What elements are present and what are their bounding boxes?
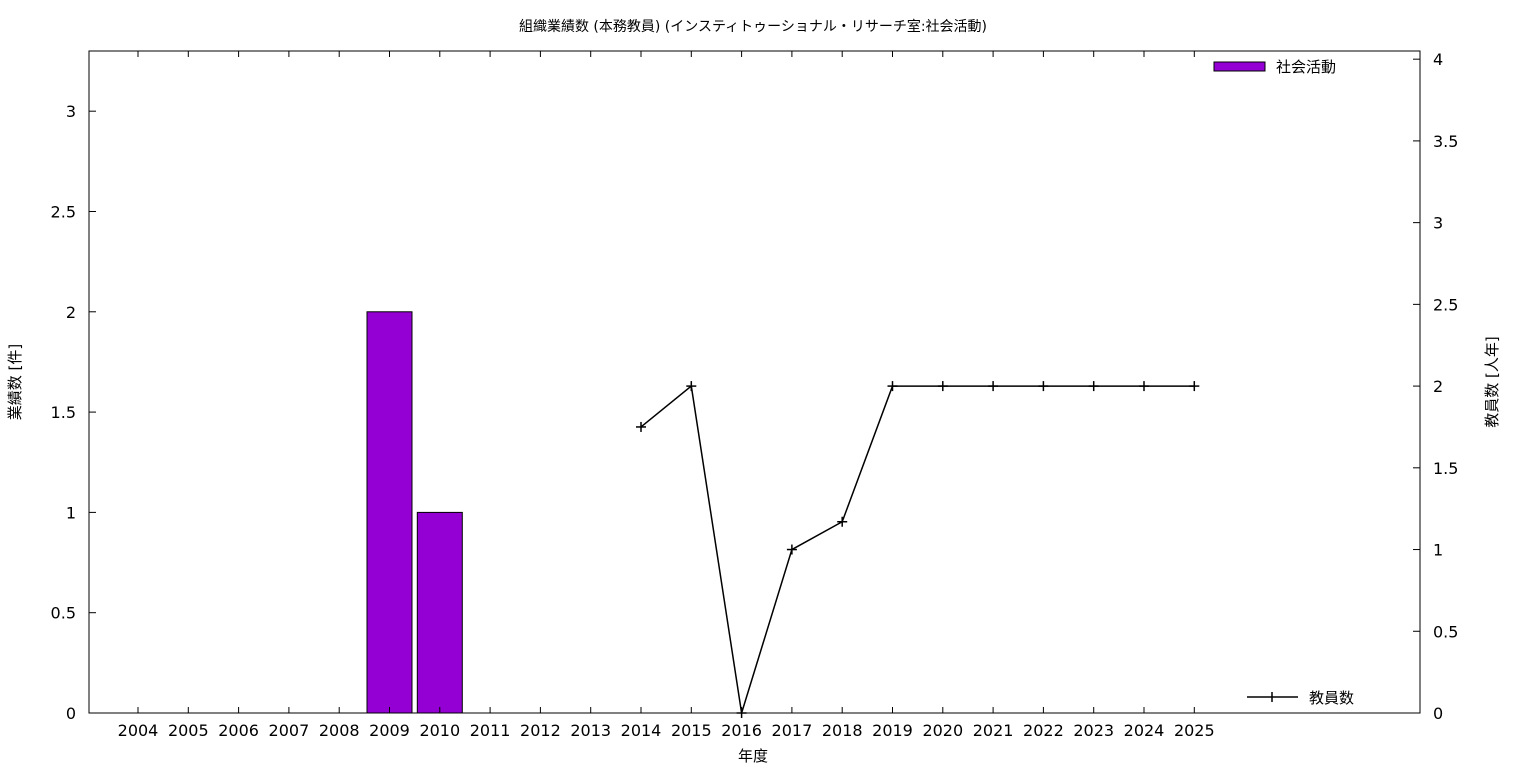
line-point bbox=[786, 544, 797, 555]
y2-tick-label: 1.5 bbox=[1433, 459, 1458, 478]
y2-tick-label: 2 bbox=[1433, 377, 1443, 396]
plot-frame bbox=[88, 50, 1421, 714]
line-point bbox=[887, 381, 898, 392]
x-tick-label: 2010 bbox=[419, 721, 460, 740]
x-tick-label: 2021 bbox=[973, 721, 1014, 740]
line-point bbox=[1189, 381, 1200, 392]
x-tick-label: 2004 bbox=[118, 721, 159, 740]
x-tick-label: 2013 bbox=[570, 721, 611, 740]
line-point bbox=[1139, 381, 1149, 392]
legend-bar: 社会活動 bbox=[1213, 58, 1336, 76]
legend-bar-label: 社会活動 bbox=[1276, 58, 1336, 76]
bar bbox=[366, 311, 413, 714]
x-tick-label: 2016 bbox=[721, 721, 762, 740]
y2-tick-label: 4 bbox=[1433, 50, 1443, 69]
x-tick-label: 2019 bbox=[872, 721, 913, 740]
y-axis-left: 0 0.5 1 1.5 2 2.5 3 bbox=[51, 102, 96, 723]
y-tick-label: 0 bbox=[66, 704, 76, 723]
line-point bbox=[1088, 381, 1099, 392]
x-tick-label: 2006 bbox=[218, 721, 259, 740]
x-tick-label: 2015 bbox=[671, 721, 712, 740]
line-point bbox=[988, 381, 999, 392]
legend-bar-swatch bbox=[1213, 61, 1266, 72]
y2-tick-label: 3 bbox=[1433, 214, 1443, 233]
y2-tick-label: 0.5 bbox=[1433, 622, 1458, 641]
legend-line-label: 教員数 bbox=[1309, 689, 1354, 707]
x-tick-label: 2024 bbox=[1124, 721, 1165, 740]
x-tick-label: 2023 bbox=[1073, 721, 1114, 740]
chart-title: 組織業績数 (本務教員) (インスティトゥーショナル・リサーチ室:社会活動) bbox=[519, 18, 987, 35]
y2-tick-label: 0 bbox=[1433, 704, 1443, 723]
y2-tick-label: 2.5 bbox=[1433, 295, 1458, 314]
y-tick-label: 2 bbox=[66, 303, 76, 322]
y-axis-right: 0 0.5 1 1.5 2 2.5 3 3.5 4 bbox=[1413, 50, 1458, 723]
x-tick-label: 2014 bbox=[621, 721, 662, 740]
bar bbox=[416, 511, 463, 714]
y2-tick-label: 1 bbox=[1433, 541, 1443, 560]
x-tick-label: 2009 bbox=[369, 721, 410, 740]
line-point bbox=[636, 421, 646, 432]
x-tick-label: 2025 bbox=[1174, 721, 1215, 740]
x-tick-label: 2022 bbox=[1023, 721, 1064, 740]
line-path bbox=[640, 384, 1195, 714]
x-axis-label: 年度 bbox=[738, 747, 768, 765]
legend-line: 教員数 bbox=[1247, 689, 1354, 707]
y-tick-label: 1 bbox=[66, 503, 76, 522]
y2-tick-label: 3.5 bbox=[1433, 132, 1458, 151]
line-point bbox=[937, 381, 948, 392]
x-axis: 2004 2005 2006 2007 2008 2009 2010 2011 2012 2013… bbox=[118, 51, 1215, 740]
y-tick-label: 1.5 bbox=[51, 403, 76, 422]
y2-axis-label: 教員数 [人年] bbox=[1483, 336, 1501, 427]
x-tick-label: 2018 bbox=[822, 721, 863, 740]
bar-series bbox=[366, 311, 463, 714]
line-series bbox=[636, 381, 1200, 718]
line-point bbox=[686, 381, 697, 392]
x-tick-label: 2007 bbox=[269, 721, 310, 740]
x-tick-label: 2020 bbox=[922, 721, 963, 740]
line-point bbox=[837, 516, 848, 527]
y-tick-label: 2.5 bbox=[51, 202, 76, 221]
y-tick-label: 3 bbox=[66, 102, 76, 121]
y-axis-label: 業績数 [件] bbox=[6, 344, 24, 420]
x-tick-label: 2017 bbox=[772, 721, 813, 740]
x-tick-label: 2008 bbox=[319, 721, 360, 740]
line-point bbox=[1038, 381, 1049, 392]
y-tick-label: 0.5 bbox=[51, 604, 76, 623]
x-tick-label: 2012 bbox=[520, 721, 561, 740]
x-tick-label: 2005 bbox=[168, 721, 209, 740]
x-tick-label: 2011 bbox=[470, 721, 511, 740]
